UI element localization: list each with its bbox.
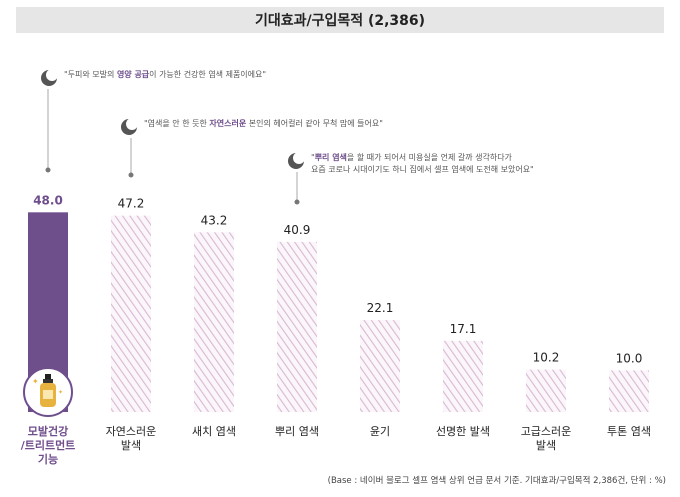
speech-moon-icon (121, 118, 138, 135)
category-label-3: 새치 염색 (192, 425, 236, 438)
value-label-1: 48.0 (33, 193, 63, 207)
category-label-7: 고급스러운 발색 (520, 425, 572, 452)
speech-moon-icon (41, 69, 58, 86)
bar-6 (443, 340, 483, 412)
footnote: (Base : 네이버 블로그 셀프 염색 상위 언급 문서 기준. 기대효과/… (327, 476, 666, 486)
bar-5 (360, 320, 400, 412)
svg-text:✦: ✦ (32, 377, 39, 386)
value-label-5: 22.1 (367, 301, 394, 315)
category-label-6: 선명한 발색 (435, 425, 491, 438)
value-label-2: 47.2 (118, 197, 145, 211)
speech-moon-icon (288, 152, 305, 169)
bar-2 (111, 215, 151, 412)
category-label-2: 자연스러운 발색 (105, 425, 157, 452)
quote-1: "두피와 모발의 영양 공급이 가능한 건강한 염색 제품이에요" (40, 69, 266, 87)
category-label-8: 투톤 염색 (607, 425, 651, 438)
category-label-1: 모발건강 /트리트먼트 기능 (20, 425, 76, 466)
category-label-4: 뿌리 염색 (275, 425, 319, 438)
value-label-4: 40.9 (284, 223, 311, 237)
value-label-3: 43.2 (201, 213, 228, 227)
svg-text:✦: ✦ (58, 389, 63, 396)
value-label-8: 10.0 (616, 351, 643, 365)
value-label-6: 17.1 (450, 322, 477, 336)
quote-connector-dot-3 (294, 199, 300, 205)
bar-8 (609, 370, 649, 412)
hair-product-bottle-icon: ✦✦ (23, 367, 73, 417)
quote-3: "뿌리 염색을 할 때가 되어서 미용실을 언제 갈까 생각하다가 요즘 코로나 … (287, 152, 534, 176)
bar-7 (526, 369, 566, 412)
quote-connector-dot-1 (45, 167, 51, 173)
quote-connector-dot-2 (128, 172, 134, 178)
quote-2: "염색을 안 한 듯한 자연스러운 본인의 헤어컬러 같아 무척 맘에 들어요" (120, 118, 383, 136)
chart-title-bar: 기대효과/구입목적 (2,386) (16, 7, 664, 33)
chart-title: 기대효과/구입목적 (2,386) (254, 13, 426, 29)
bar-3 (194, 232, 234, 412)
bar-4 (277, 241, 317, 412)
category-label-5: 윤기 (369, 425, 391, 438)
value-label-7: 10.2 (533, 351, 560, 365)
